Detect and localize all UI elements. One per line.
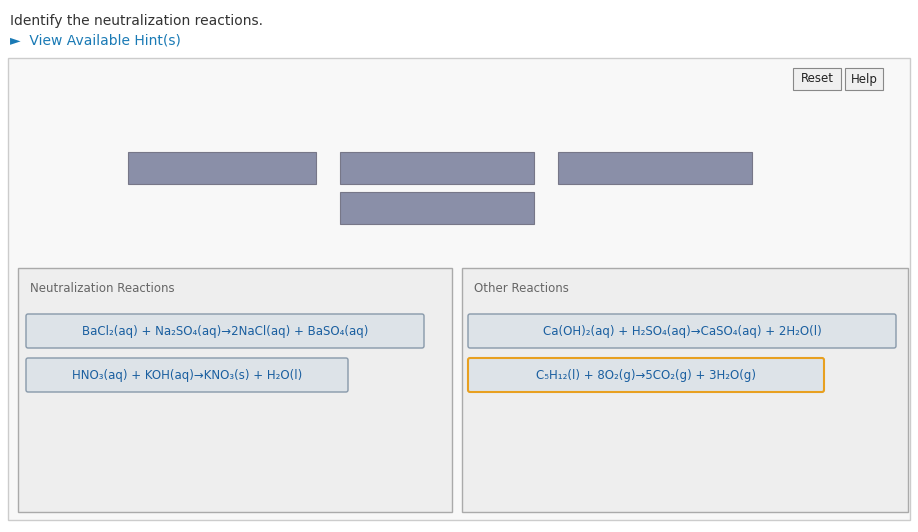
FancyBboxPatch shape — [340, 152, 534, 184]
Text: Reset: Reset — [800, 72, 834, 86]
FancyBboxPatch shape — [558, 152, 752, 184]
FancyBboxPatch shape — [18, 268, 452, 512]
Text: Other Reactions: Other Reactions — [474, 282, 569, 295]
FancyBboxPatch shape — [845, 68, 883, 90]
FancyBboxPatch shape — [468, 314, 896, 348]
FancyBboxPatch shape — [26, 314, 424, 348]
Text: ►  View Available Hint(s): ► View Available Hint(s) — [10, 34, 181, 48]
Text: Identify the neutralization reactions.: Identify the neutralization reactions. — [10, 14, 263, 28]
FancyBboxPatch shape — [468, 358, 824, 392]
FancyBboxPatch shape — [8, 58, 910, 520]
Text: Ca(OH)₂(aq) + H₂SO₄(aq)→CaSO₄(aq) + 2H₂O(l): Ca(OH)₂(aq) + H₂SO₄(aq)→CaSO₄(aq) + 2H₂O… — [543, 325, 822, 337]
FancyBboxPatch shape — [128, 152, 316, 184]
Text: Neutralization Reactions: Neutralization Reactions — [30, 282, 174, 295]
FancyBboxPatch shape — [793, 68, 841, 90]
Text: C₅H₁₂(l) + 8O₂(g)→5CO₂(g) + 3H₂O(g): C₅H₁₂(l) + 8O₂(g)→5CO₂(g) + 3H₂O(g) — [536, 369, 756, 381]
Text: HNO₃(aq) + KOH(aq)→KNO₃(s) + H₂O(l): HNO₃(aq) + KOH(aq)→KNO₃(s) + H₂O(l) — [72, 369, 302, 381]
Text: Help: Help — [851, 72, 878, 86]
FancyBboxPatch shape — [26, 358, 348, 392]
FancyBboxPatch shape — [340, 192, 534, 224]
FancyBboxPatch shape — [462, 268, 908, 512]
Text: BaCl₂(aq) + Na₂SO₄(aq)→2NaCl(aq) + BaSO₄(aq): BaCl₂(aq) + Na₂SO₄(aq)→2NaCl(aq) + BaSO₄… — [82, 325, 368, 337]
